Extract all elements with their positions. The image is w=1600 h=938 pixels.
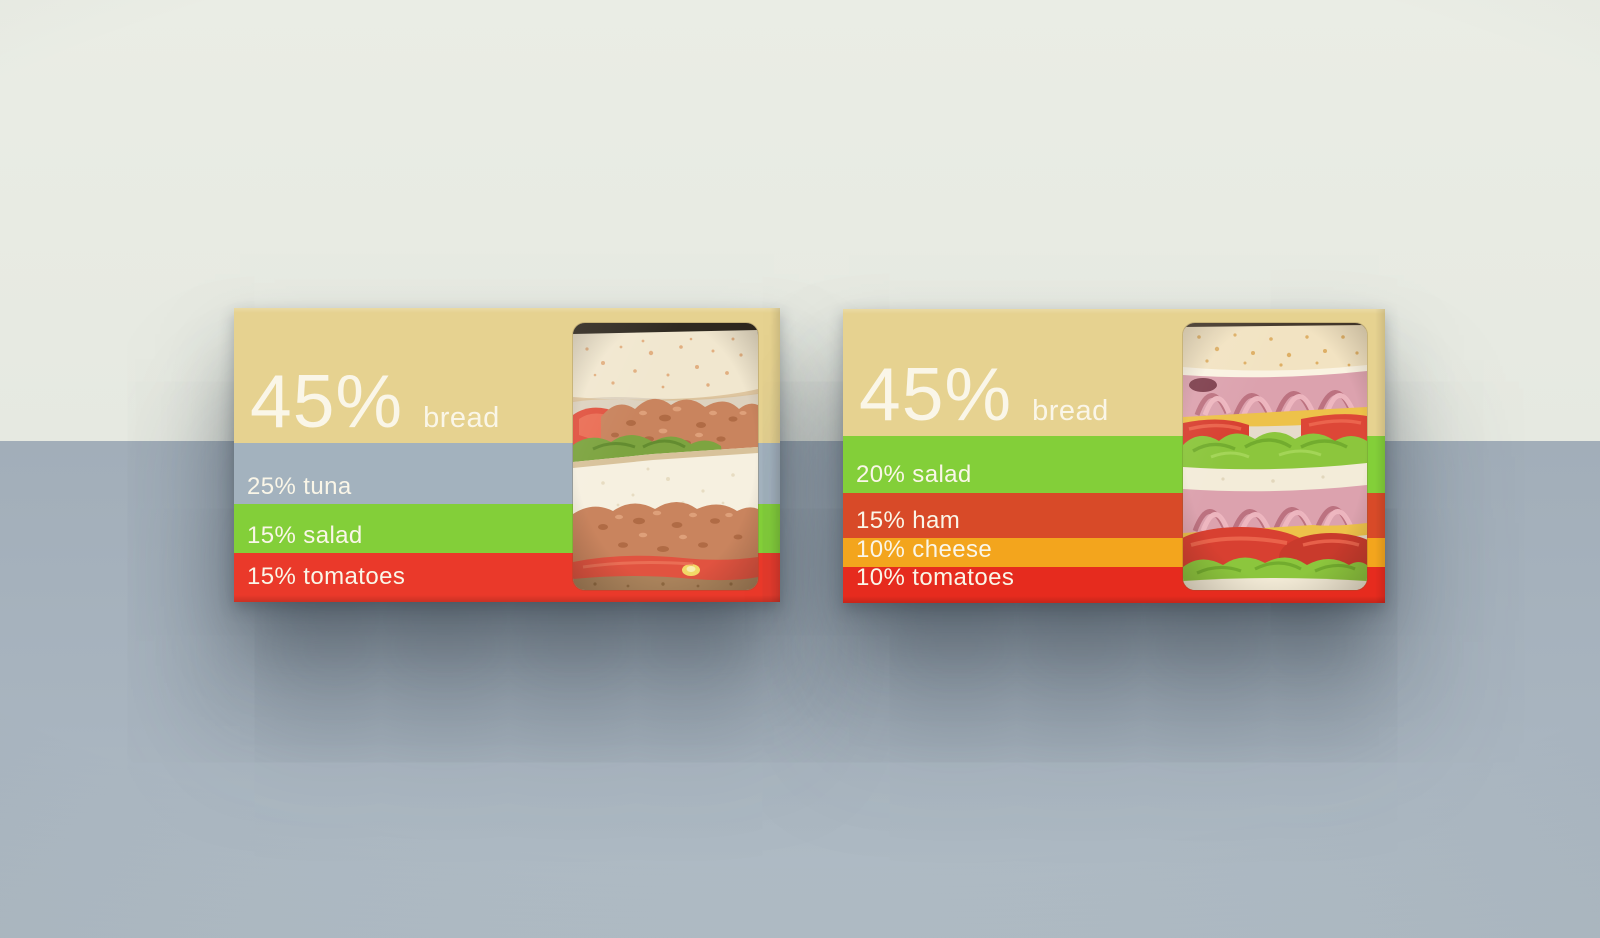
tomatoes-stripe-label: 15% tomatoes	[247, 563, 406, 590]
tuna-stripe-label: 25% tuna	[247, 473, 352, 500]
salad-stripe-label: 20% salad	[856, 461, 972, 488]
bread-label: bread	[423, 402, 500, 434]
ham-sandwich-package: 45% bread 20% salad 15% ham 10% cheese 1…	[843, 309, 1385, 603]
bread-percentage-headline: 45% bread	[859, 357, 1109, 432]
bread-percentage-headline: 45% bread	[250, 364, 500, 439]
ham-stripe-label: 15% ham	[856, 507, 961, 534]
tuna-sandwich-photo	[573, 323, 758, 590]
tuna-sandwich-illustration	[573, 323, 758, 590]
bread-percent-value: 45%	[250, 359, 404, 443]
ham-sandwich-illustration	[1183, 323, 1367, 590]
bread-label: bread	[1032, 395, 1109, 427]
bread-percent-value: 45%	[859, 352, 1013, 436]
cheese-stripe-label: 10% cheese	[856, 536, 993, 563]
ham-sandwich-photo	[1183, 323, 1367, 590]
salad-stripe-label: 15% salad	[247, 522, 363, 549]
tuna-sandwich-package: 45% bread 25% tuna 15% salad 15% tomatoe…	[234, 308, 780, 602]
tomatoes-stripe-label: 10% tomatoes	[856, 564, 1015, 591]
